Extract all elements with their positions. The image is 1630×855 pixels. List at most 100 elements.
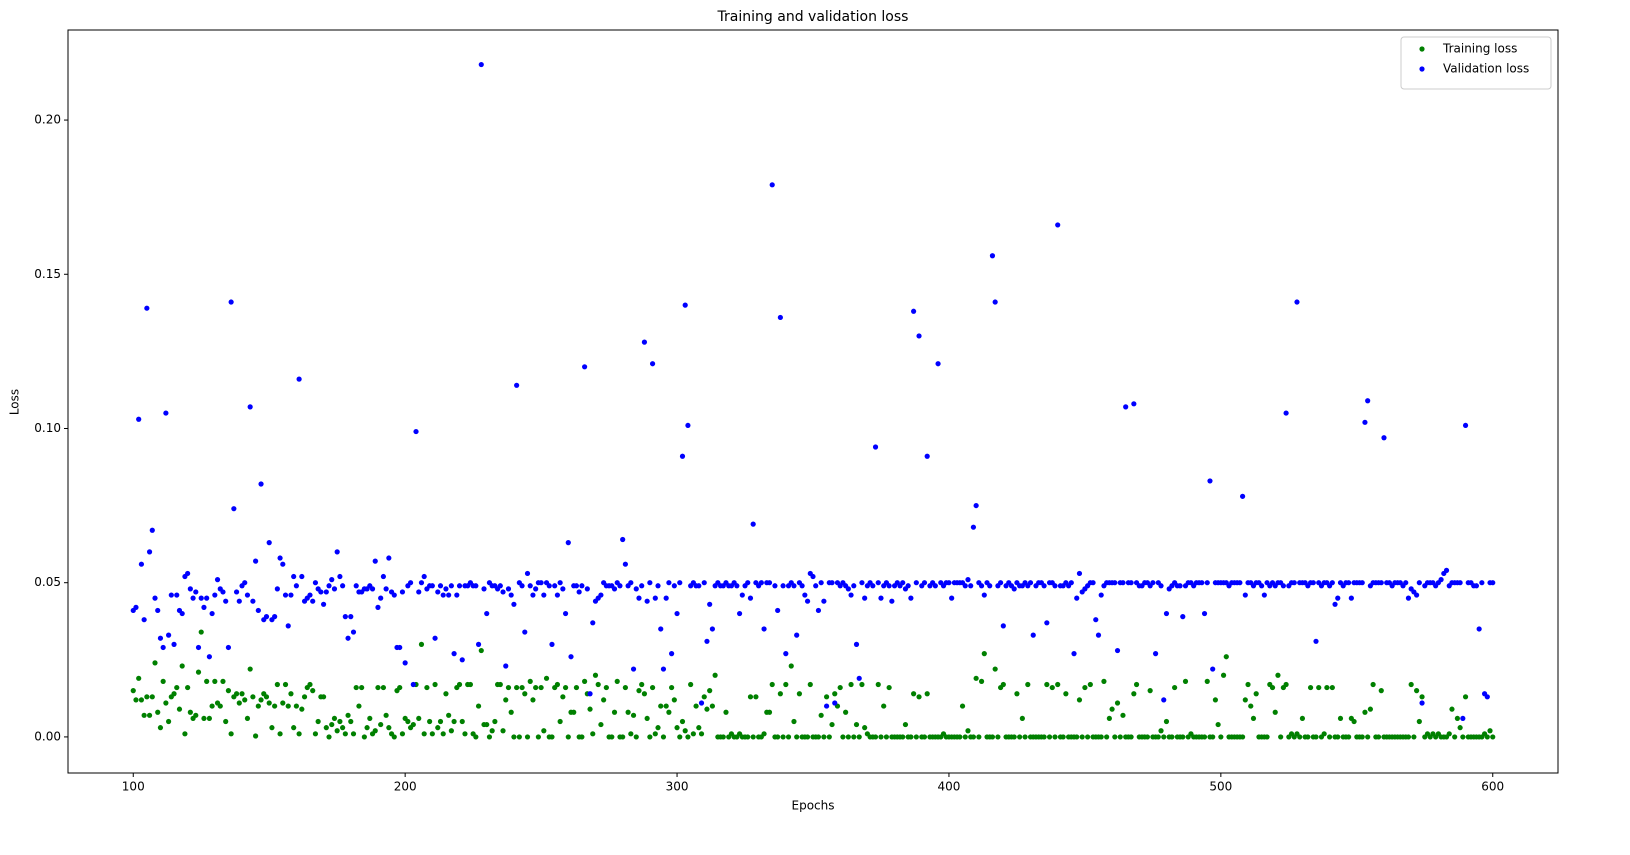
point [582,364,588,370]
y-tick-label: 0.10 [34,421,61,435]
point [804,734,811,740]
point [677,580,683,586]
point [1177,583,1183,589]
point [1245,681,1251,688]
point [443,691,449,697]
point [320,601,327,607]
point [655,583,661,589]
point [562,684,569,691]
point [1283,410,1289,416]
point [832,691,838,697]
point [769,681,775,688]
point [157,635,164,641]
point [796,691,803,697]
point [375,604,381,610]
point [258,481,264,487]
point [660,734,667,740]
point [146,712,153,718]
point [138,561,145,567]
point [780,583,786,589]
point [378,721,384,728]
point [282,681,289,688]
point [323,725,329,731]
point [1479,580,1485,586]
point [739,592,745,598]
point [1362,709,1368,715]
point [1112,734,1118,740]
point [886,583,892,589]
point [949,595,955,601]
point [1093,617,1099,623]
point [1484,694,1490,700]
point [242,580,248,586]
point [723,709,729,715]
point [660,666,667,672]
point [1446,731,1452,737]
point [853,641,860,647]
point [459,718,465,725]
point [921,734,928,740]
point [1098,592,1104,598]
point [250,694,256,700]
point [272,703,278,709]
point [669,684,675,691]
point [185,684,191,691]
point [1182,678,1189,684]
point [587,691,593,697]
point [1172,684,1178,691]
point [475,703,482,709]
point [348,718,354,725]
series [130,629,1496,740]
point [769,182,775,188]
point [679,453,686,459]
point [688,681,694,688]
x-tick-label: 100 [122,780,145,794]
point [149,694,155,700]
point [1068,580,1074,586]
point [522,629,528,635]
point [144,305,150,311]
point [301,694,308,700]
point [935,361,941,367]
point [160,678,166,684]
point [924,691,930,697]
point [908,734,914,740]
y-tick-label: 0.00 [34,729,61,743]
legend-label: Validation loss [1443,62,1529,76]
point [410,721,416,728]
point [957,734,963,740]
point [144,694,150,700]
point [535,734,541,740]
point [1414,688,1420,694]
point [1272,709,1278,715]
point [1438,577,1444,583]
point [630,712,637,718]
point [432,635,438,641]
point [266,700,272,706]
point [258,697,264,703]
point [155,607,161,614]
point [345,635,351,641]
point [201,715,207,722]
point [527,678,533,684]
point [359,684,365,691]
point [345,712,351,718]
point [1082,684,1088,691]
point [682,302,688,308]
point [777,691,783,697]
point [342,614,348,620]
point [851,734,857,740]
point [489,728,495,734]
point [1212,697,1219,703]
point [1215,721,1221,728]
point [674,610,680,617]
point [244,715,251,722]
point [620,536,626,543]
point [448,728,454,734]
point [413,428,419,435]
point [255,607,261,614]
point [1090,580,1096,586]
point [225,644,232,651]
point [163,700,169,706]
point [239,691,245,697]
